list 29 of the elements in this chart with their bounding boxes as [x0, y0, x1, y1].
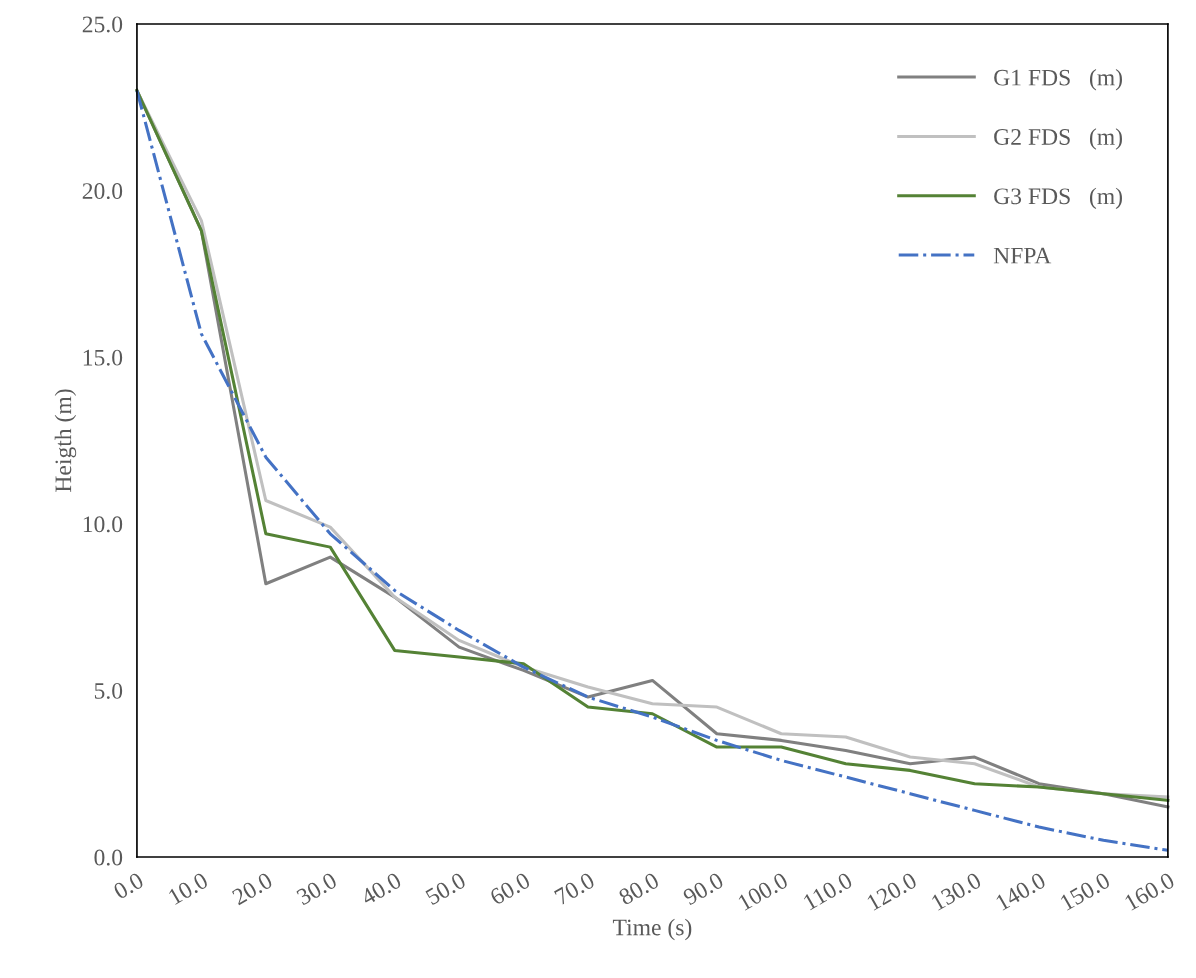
x-tick-label: 40.0 — [359, 871, 403, 906]
legend-label: NFPA — [993, 247, 1052, 264]
x-tick-label: 120.0 — [866, 871, 918, 911]
legend-label: G1 FDS (m) — [994, 68, 1122, 91]
y-tick-label: 20.0 — [82, 183, 123, 200]
x-tick-label: 150.0 — [1059, 871, 1112, 911]
y-tick-label: 10.0 — [83, 516, 123, 533]
legend-label: G2 FDS (m) — [994, 128, 1122, 150]
x-tick-label: 100.0 — [737, 871, 789, 911]
x-tick-label: 80.0 — [617, 871, 660, 906]
y-tick-label: 0.0 — [94, 849, 123, 866]
x-tick-label: 0.0 — [112, 871, 145, 900]
x-tick-label: 110.0 — [802, 871, 854, 911]
legend-label: G3 FDS (m) — [994, 187, 1122, 210]
y-tick-label: 25.0 — [82, 16, 123, 33]
x-tick-label: 20.0 — [231, 871, 274, 906]
x-tick-label: 130.0 — [930, 871, 983, 911]
x-tick-label: 10.0 — [167, 871, 209, 906]
x-tick-label: 60.0 — [488, 871, 532, 906]
x-tick-label: 90.0 — [682, 871, 725, 906]
x-tick-label: 30.0 — [295, 871, 338, 906]
y-tick-label: 15.0 — [83, 349, 123, 366]
y-axis-title: Heigth (m) — [54, 389, 77, 492]
x-axis-title: Time (s) — [612, 918, 692, 941]
x-tick-label: 160.0 — [1124, 871, 1176, 911]
y-tick-label: 5.0 — [94, 682, 123, 699]
x-tick-label: 50.0 — [424, 871, 467, 906]
x-tick-label: 70.0 — [553, 871, 596, 906]
x-tick-label: 140.0 — [995, 871, 1047, 911]
